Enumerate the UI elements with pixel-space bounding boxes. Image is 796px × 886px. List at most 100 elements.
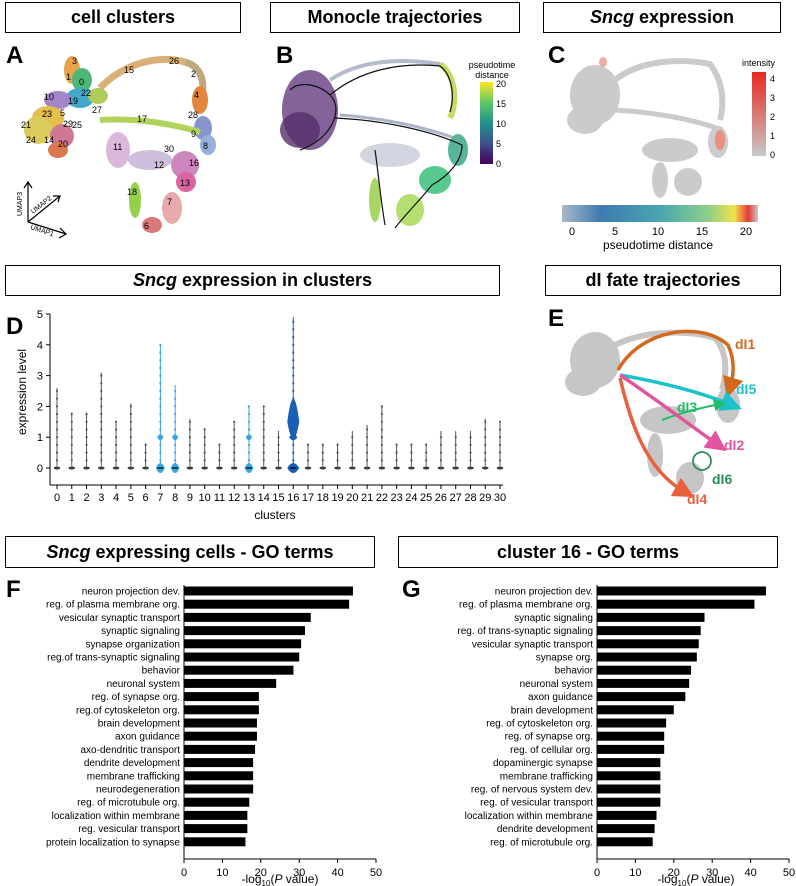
violin-point	[262, 451, 265, 454]
violin-point	[262, 413, 265, 416]
violin-point	[100, 413, 103, 416]
violin-point	[70, 420, 73, 423]
f-bar-label: synapse organization	[85, 639, 180, 650]
violin-xlabel: clusters	[254, 508, 295, 522]
violin-point	[70, 413, 73, 416]
violin-point	[321, 451, 324, 454]
violin-point	[306, 451, 310, 454]
violin-point	[336, 443, 339, 446]
violin-point	[55, 397, 59, 400]
violin-point	[484, 436, 487, 439]
cluster-label: 7	[167, 197, 172, 207]
violin-point	[484, 420, 487, 423]
pseudotime-tick: 5	[612, 226, 618, 238]
cluster-label: 10	[44, 92, 54, 102]
title-e: dI fate trajectories	[545, 265, 781, 296]
cluster-label: 13	[180, 178, 190, 188]
violin-point	[439, 459, 443, 462]
violin-point	[292, 459, 295, 462]
violin-x-tick-label: 10	[199, 492, 211, 504]
title-a: cell clusters	[5, 2, 241, 33]
violin-point	[484, 459, 487, 462]
violin-point	[306, 459, 310, 462]
g-bar	[597, 758, 661, 768]
cluster-label: 23	[42, 109, 52, 119]
violin-point	[114, 451, 118, 454]
pseudotime-legend-bar	[480, 82, 493, 164]
violin-point	[498, 451, 502, 454]
violin-x-tick-label: 29	[479, 492, 491, 504]
cluster-label: 8	[203, 141, 208, 151]
violin-point	[277, 451, 280, 454]
pseudotime-tick: 0	[569, 226, 575, 238]
cluster-label: 2	[191, 69, 196, 79]
panel-letter-b: B	[276, 42, 294, 69]
violin-point	[70, 428, 73, 431]
violin-x-tick-label: 8	[172, 492, 178, 504]
violin-point	[395, 451, 398, 454]
violin-y-tick-label: 2	[37, 401, 43, 413]
violin-point	[129, 405, 132, 408]
violin-point	[380, 459, 383, 462]
violin-x-tick-label: 15	[272, 492, 284, 504]
g-bar-label: localization within membrane	[465, 811, 594, 822]
violin-body-upper	[171, 434, 179, 441]
violin-point	[174, 428, 177, 431]
f-bar	[184, 599, 350, 609]
f-bar	[184, 586, 353, 596]
intensity-tick: 1	[770, 131, 775, 141]
violin-point	[159, 459, 162, 462]
violin-point	[188, 459, 191, 462]
violin-body-upper	[245, 434, 253, 441]
f-bar	[184, 731, 257, 741]
f-bar	[184, 784, 254, 794]
violin-point	[100, 389, 103, 393]
violin-point	[306, 443, 310, 446]
violin-x-tick-label: 25	[420, 492, 432, 504]
violin-point	[55, 459, 59, 462]
violin-point	[188, 443, 191, 446]
g-bar	[597, 784, 661, 794]
g-x-tick-label: 10	[629, 867, 641, 879]
violin-x-tick-label: 23	[391, 492, 403, 504]
violin-point	[203, 428, 206, 431]
violin-point	[100, 405, 103, 408]
violin-point	[55, 436, 59, 439]
f-bar-label: axon guidance	[115, 732, 180, 743]
violin-point	[159, 413, 162, 416]
violin-x-tick-label: 3	[98, 492, 104, 504]
violin-y-tick-label: 0	[37, 463, 43, 475]
g-bar	[597, 586, 766, 596]
violin-point	[174, 389, 177, 393]
violin-point	[144, 451, 147, 454]
violin-point	[454, 459, 457, 462]
violin-x-tick-label: 0	[54, 492, 60, 504]
pseudotime-tick: 20	[740, 226, 752, 238]
violin-point	[100, 382, 103, 385]
violin-point	[277, 443, 280, 446]
g-xlabel: -log10(P value)	[658, 872, 735, 886]
violin-point	[292, 374, 295, 377]
violin-body-upper	[157, 434, 164, 441]
violin-point	[174, 451, 177, 454]
violin-point	[247, 413, 251, 416]
violin-point	[292, 451, 295, 454]
pseudotime-bar-label: pseudotime distance	[603, 238, 713, 252]
violin-point	[203, 443, 206, 446]
violin-point	[188, 428, 191, 431]
cluster-label: 12	[154, 160, 164, 170]
cluster-label: 6	[144, 221, 149, 231]
panel-letter-g: G	[402, 576, 421, 603]
cluster-label: 11	[113, 142, 122, 152]
g-bar	[597, 626, 701, 636]
violin-point	[277, 459, 280, 462]
panel-letter-c: C	[548, 42, 566, 69]
f-bar	[184, 626, 305, 636]
violin-point	[380, 428, 383, 431]
di3-arrow	[661, 399, 726, 421]
intensity-tick: 3	[770, 93, 775, 103]
f-bar-label: axo-dendritic transport	[81, 745, 181, 756]
violin-point	[144, 459, 147, 462]
umap3-label: UMAP3	[17, 192, 24, 216]
violin-point	[410, 451, 413, 454]
